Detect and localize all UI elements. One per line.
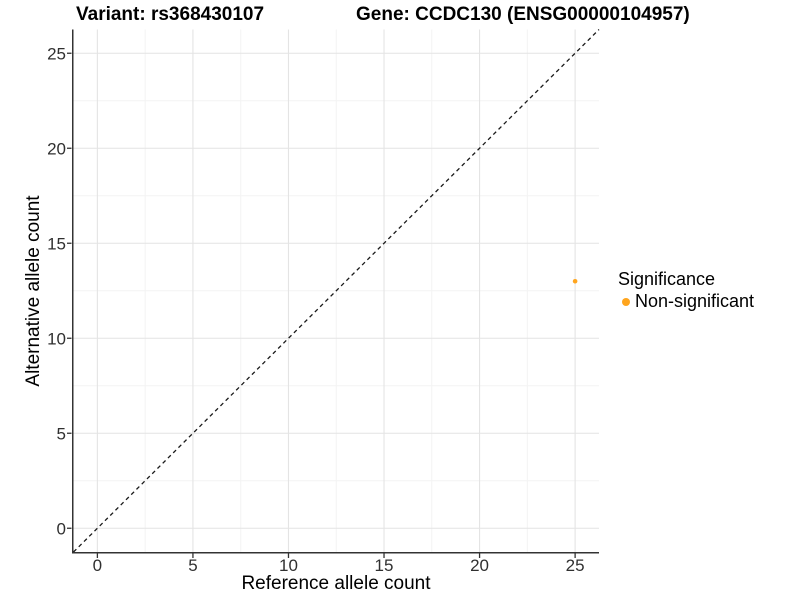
- x-tick-label: 0: [93, 556, 102, 575]
- x-tick-label: 20: [470, 556, 489, 575]
- legend-title: Significance: [618, 269, 716, 289]
- legend: Significance Non-significant: [618, 270, 754, 311]
- identity-dashed-line: [73, 29, 600, 553]
- plot-title-variant: Variant: rs368430107: [76, 4, 265, 25]
- data-point: [572, 278, 578, 284]
- x-tick-label: 15: [375, 556, 394, 575]
- legend-point-swatch: [622, 297, 630, 306]
- y-axis-title: Alternative allele count: [23, 195, 44, 387]
- legend-item: Non-significant: [618, 292, 754, 311]
- x-tick-label: 10: [279, 556, 298, 575]
- x-tick-label: 5: [188, 556, 197, 575]
- x-axis-title: Reference allele count: [241, 573, 431, 594]
- legend-item-label: Non-significant: [635, 291, 755, 311]
- y-tick-label: 0: [57, 519, 66, 538]
- y-tick-label: 5: [57, 424, 66, 443]
- y-tick-label: 20: [47, 139, 66, 158]
- y-tick-label: 15: [47, 234, 66, 253]
- x-tick-label: 25: [566, 556, 585, 575]
- y-tick-label: 25: [47, 44, 66, 63]
- y-tick-label: 10: [47, 329, 66, 348]
- plot-title-gene: Gene: CCDC130 (ENSG00000104957): [356, 4, 690, 25]
